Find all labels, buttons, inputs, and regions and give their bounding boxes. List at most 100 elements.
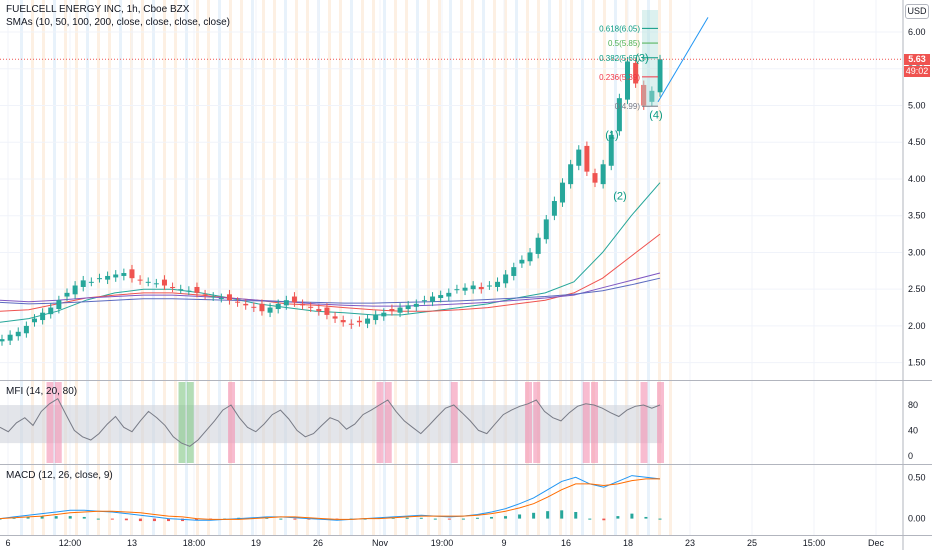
mfi-highlight xyxy=(525,382,532,463)
session-stripe xyxy=(64,0,67,535)
candle xyxy=(543,219,549,240)
mfi-highlight xyxy=(533,382,541,463)
session-stripe xyxy=(383,0,386,535)
mfi-highlight xyxy=(178,382,186,463)
candle xyxy=(365,318,371,324)
time-tick-label: 18 xyxy=(623,538,633,548)
price-tick-label: 3.50 xyxy=(908,211,926,221)
price-tick-label: 4.50 xyxy=(908,137,926,147)
macd-legend: MACD (12, 26, close, 9) xyxy=(6,470,113,481)
last-price-tag: 5.63 xyxy=(904,54,930,65)
session-stripe xyxy=(603,0,606,535)
session-stripe xyxy=(460,0,463,535)
candle xyxy=(592,173,598,183)
candle xyxy=(153,283,159,285)
candle xyxy=(478,286,484,290)
fib-level-label: 0(4.99) xyxy=(615,102,641,111)
session-stripe xyxy=(262,0,265,535)
candle xyxy=(486,285,492,287)
sma-line xyxy=(0,182,661,323)
session-stripe xyxy=(240,0,243,535)
fibonacci: 0.618(6.05) 0.5(5.85) 0.382(5.65) 0.236(5.3… xyxy=(599,10,658,111)
time-tick-label: 15:00 xyxy=(803,538,826,548)
session-stripe xyxy=(97,0,100,535)
mfi-highlight xyxy=(46,382,54,463)
time-tick-label: 6 xyxy=(5,538,10,548)
candle xyxy=(397,307,403,313)
macd-histogram-bar xyxy=(504,516,508,519)
session-stripe xyxy=(482,0,485,535)
time-tick-label: Nov xyxy=(372,538,389,548)
candle xyxy=(568,164,574,185)
candle xyxy=(332,316,338,319)
session-stripe xyxy=(537,0,540,535)
candle xyxy=(137,279,143,281)
macd-histogram-bar xyxy=(419,517,423,519)
candle xyxy=(170,286,176,288)
macd-histogram-bar xyxy=(26,516,30,519)
mfi-pane: 0 40 80 xyxy=(0,382,918,463)
candle xyxy=(80,280,86,287)
currency-button[interactable]: USD xyxy=(905,4,929,19)
candle xyxy=(186,290,192,292)
session-stripe xyxy=(636,0,639,535)
candle xyxy=(576,149,582,166)
session-stripes xyxy=(20,0,672,535)
macd-tick-label: 0.50 xyxy=(908,472,926,482)
candle xyxy=(145,281,151,283)
session-stripe xyxy=(427,0,430,535)
candle xyxy=(470,285,476,290)
time-tick-label: 25 xyxy=(747,538,757,548)
price-tick-label: 2.00 xyxy=(908,321,926,331)
session-stripe xyxy=(42,0,45,535)
macd-histogram-bar xyxy=(532,512,536,519)
macd-pane: 0.00 0.50 xyxy=(0,472,926,524)
session-stripe xyxy=(449,0,452,535)
session-stripe xyxy=(592,0,595,535)
session-stripe xyxy=(350,0,353,535)
macd-histogram-bar xyxy=(293,518,297,520)
fib-level-label: 0.236(5.39) xyxy=(599,73,640,82)
sma-lines xyxy=(0,182,661,323)
candle xyxy=(519,259,525,264)
candle xyxy=(657,59,663,93)
time-tick-label: 19:00 xyxy=(431,538,454,548)
session-stripe xyxy=(361,0,364,535)
session-stripe xyxy=(614,0,617,535)
candle xyxy=(340,320,346,323)
macd-histogram-bar xyxy=(616,516,620,519)
macd-tick-label: 0.00 xyxy=(908,514,926,524)
macd-histogram-bar xyxy=(152,518,156,522)
macd-histogram-bar xyxy=(40,516,44,519)
mfi-tick-label: 40 xyxy=(908,425,918,435)
candle xyxy=(48,307,54,315)
candle xyxy=(210,296,216,298)
candle xyxy=(0,339,5,342)
session-stripe xyxy=(438,0,441,535)
price-tick-label: 5.00 xyxy=(908,101,926,111)
candle xyxy=(243,303,249,306)
session-stripe xyxy=(86,0,89,535)
candle xyxy=(300,303,306,306)
macd-histogram-bar xyxy=(167,518,171,522)
session-stripe xyxy=(416,0,419,535)
macd-histogram-bar xyxy=(405,517,409,519)
candle xyxy=(235,301,241,303)
grid xyxy=(0,0,902,535)
signal-line xyxy=(0,478,660,520)
candle xyxy=(503,274,509,284)
session-stripe xyxy=(581,0,584,535)
price-tick-label: 6.00 xyxy=(908,27,926,37)
candle xyxy=(96,278,102,280)
mfi-highlight xyxy=(450,382,458,463)
wave-label: (1) xyxy=(605,130,618,142)
macd-histogram-bar xyxy=(489,516,493,519)
session-stripe xyxy=(174,0,177,535)
session-stripe xyxy=(339,0,342,535)
candle xyxy=(324,307,330,315)
candle xyxy=(625,61,631,100)
mfi-highlight xyxy=(376,382,384,463)
candle xyxy=(413,303,419,307)
session-stripe xyxy=(405,0,408,535)
